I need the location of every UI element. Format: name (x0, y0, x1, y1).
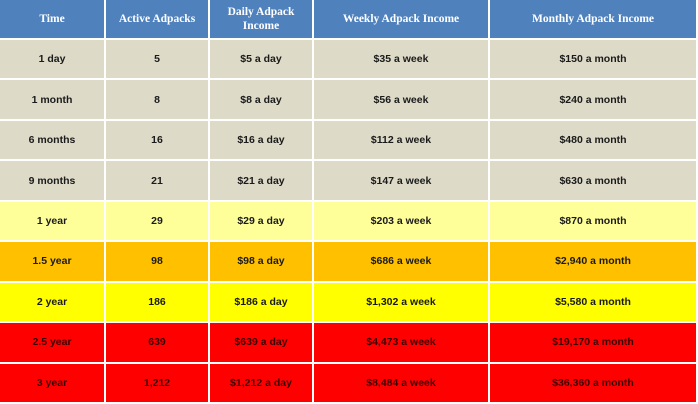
time-cell: 2 year (0, 282, 106, 324)
active-adpacks-cell: 21 (106, 161, 210, 202)
time-cell: 1 day (0, 40, 106, 81)
table-row: 3 year 1,212 $1,212 a day $8,484 a week … (0, 363, 698, 404)
weekly-income-cell: $56 a week (314, 80, 490, 121)
time-cell: 1 year (0, 201, 106, 243)
active-adpacks-cell: 5 (106, 40, 210, 81)
daily-income-cell: $5 a day (210, 40, 314, 81)
daily-income-cell: $186 a day (210, 282, 314, 324)
weekly-income-cell: $4,473 a week (314, 323, 490, 364)
active-adpacks-cell: 29 (106, 201, 210, 243)
monthly-income-cell: $870 a month (490, 201, 698, 243)
active-adpacks-cell: 639 (106, 323, 210, 364)
daily-income-cell: $8 a day (210, 80, 314, 121)
monthly-income-cell: $630 a month (490, 161, 698, 202)
weekly-income-cell: $1,302 a week (314, 282, 490, 324)
active-adpacks-cell: 186 (106, 282, 210, 324)
weekly-income-cell: $35 a week (314, 40, 490, 81)
time-cell: 2.5 year (0, 323, 106, 364)
header-active-adpacks: Active Adpacks (106, 0, 210, 40)
daily-income-cell: $1,212 a day (210, 363, 314, 404)
monthly-income-cell: $19,170 a month (490, 323, 698, 364)
active-adpacks-cell: 8 (106, 80, 210, 121)
time-cell: 9 months (0, 161, 106, 202)
weekly-income-cell: $686 a week (314, 242, 490, 283)
weekly-income-cell: $8,484 a week (314, 363, 490, 404)
monthly-income-cell: $2,940 a month (490, 242, 698, 283)
monthly-income-cell: $36,360 a month (490, 363, 698, 404)
monthly-income-cell: $150 a month (490, 40, 698, 81)
daily-income-cell: $639 a day (210, 323, 314, 364)
time-cell: 1 month (0, 80, 106, 121)
active-adpacks-cell: 16 (106, 120, 210, 162)
time-cell: 1.5 year (0, 242, 106, 283)
time-cell: 6 months (0, 120, 106, 162)
daily-income-cell: $16 a day (210, 120, 314, 162)
weekly-income-cell: $112 a week (314, 120, 490, 162)
daily-income-cell: $29 a day (210, 201, 314, 243)
active-adpacks-cell: 98 (106, 242, 210, 283)
table-row: 1 day 5 $5 a day $35 a week $150 a month (0, 40, 698, 81)
monthly-income-cell: $240 a month (490, 80, 698, 121)
header-row: Time Active Adpacks Daily Adpack Income … (0, 0, 698, 40)
weekly-income-cell: $203 a week (314, 201, 490, 243)
time-cell: 3 year (0, 363, 106, 404)
active-adpacks-cell: 1,212 (106, 363, 210, 404)
header-monthly-income: Monthly Adpack Income (490, 0, 698, 40)
table-row: 2 year 186 $186 a day $1,302 a week $5,5… (0, 282, 698, 324)
monthly-income-cell: $5,580 a month (490, 282, 698, 324)
weekly-income-cell: $147 a week (314, 161, 490, 202)
header-daily-income: Daily Adpack Income (210, 0, 314, 40)
table-row: 2.5 year 639 $639 a day $4,473 a week $1… (0, 323, 698, 364)
daily-income-cell: $98 a day (210, 242, 314, 283)
monthly-income-cell: $480 a month (490, 120, 698, 162)
table-row: 1 year 29 $29 a day $203 a week $870 a m… (0, 201, 698, 243)
table-row: 9 months 21 $21 a day $147 a week $630 a… (0, 161, 698, 202)
header-weekly-income: Weekly Adpack Income (314, 0, 490, 40)
table-row: 6 months 16 $16 a day $112 a week $480 a… (0, 120, 698, 162)
header-time: Time (0, 0, 106, 40)
daily-income-cell: $21 a day (210, 161, 314, 202)
table-row: 1 month 8 $8 a day $56 a week $240 a mon… (0, 80, 698, 121)
table-row: 1.5 year 98 $98 a day $686 a week $2,940… (0, 242, 698, 283)
